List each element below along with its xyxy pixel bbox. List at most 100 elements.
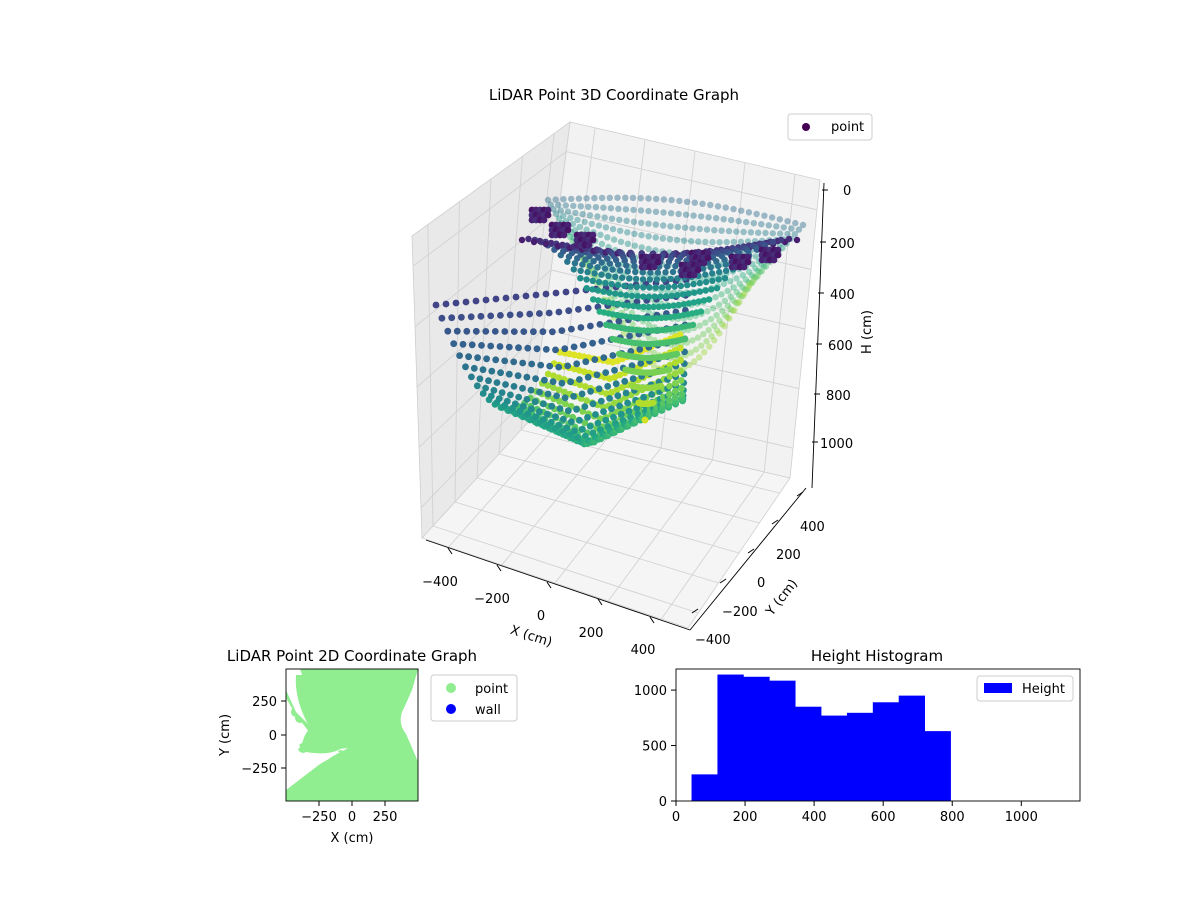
cloud-point <box>597 397 605 405</box>
cloud-point <box>689 225 696 232</box>
cloud-point <box>774 246 782 254</box>
cloud-point <box>660 222 667 229</box>
cloud-point <box>566 233 574 241</box>
cloud-point <box>612 380 620 388</box>
cloud-point <box>667 223 674 230</box>
cloud-point <box>690 280 697 288</box>
cloud-point <box>581 218 588 226</box>
z-tick-label: 1000 <box>820 437 853 452</box>
cloud-point <box>678 384 685 392</box>
cloud-point <box>473 382 481 390</box>
cloud-point <box>721 311 729 319</box>
cloud-point <box>721 322 728 330</box>
cloud-point <box>671 359 679 367</box>
cloud-point <box>582 358 590 366</box>
cloud-point <box>583 276 590 283</box>
cloud-point <box>584 268 591 276</box>
cloud-point <box>728 216 735 224</box>
cloud-point <box>754 272 761 279</box>
cloud-point <box>536 310 543 317</box>
cloud-point <box>718 227 725 234</box>
chart-2d-title: LiDAR Point 2D Coordinate Graph <box>227 647 477 665</box>
cloud-point <box>458 313 465 321</box>
cloud-point <box>545 309 553 317</box>
cloud-point <box>462 298 470 306</box>
cloud-point <box>742 276 749 283</box>
cloud-point <box>652 284 659 291</box>
cloud-point <box>645 293 653 300</box>
cloud-point <box>755 229 762 236</box>
cloud-point <box>640 393 647 401</box>
cloud-point <box>762 229 769 237</box>
cloud-point <box>617 238 625 245</box>
cloud-point <box>680 301 687 308</box>
cloud-point <box>583 397 590 404</box>
cloud-point <box>793 236 801 244</box>
cloud-point <box>502 294 510 302</box>
cloud-point <box>671 370 679 378</box>
cloud-point <box>609 352 617 359</box>
cloud-point <box>564 226 572 234</box>
cloud-point <box>555 201 562 209</box>
grid-line <box>712 162 746 461</box>
grid-line <box>416 269 552 388</box>
cloud-point <box>564 258 571 265</box>
legend-2d: point wall <box>430 674 518 722</box>
cloud-point <box>459 340 467 348</box>
cloud-point <box>747 280 754 287</box>
cloud-point <box>683 198 691 205</box>
cloud-point <box>673 350 681 358</box>
cloud-point <box>478 342 485 349</box>
cloud-point <box>546 362 554 370</box>
cloud-point <box>596 321 604 328</box>
y-axis-label: Y (cm) <box>763 577 801 620</box>
cloud-point <box>675 301 682 309</box>
cloud-point <box>547 239 555 247</box>
x-axis-line <box>425 539 691 631</box>
y2d-axis-label: Y (cm) <box>218 714 233 757</box>
cloud-point <box>524 344 532 352</box>
cloud-point <box>640 284 647 291</box>
cloud-point <box>727 278 734 285</box>
cloud-point <box>591 194 598 202</box>
cloud-point <box>713 215 720 222</box>
cloud-point <box>631 230 638 237</box>
cloud-point <box>650 362 658 369</box>
cloud-point <box>711 322 718 329</box>
cloud-point <box>611 366 618 374</box>
cloud-point <box>750 220 757 227</box>
cloud-point <box>482 384 489 392</box>
cloud-point <box>526 310 534 318</box>
legend-3d-marker <box>802 123 810 131</box>
histogram-bar <box>795 706 822 801</box>
cloud-point <box>597 231 604 238</box>
cloud-point <box>707 316 715 323</box>
cloud-point <box>505 370 513 378</box>
cloud-point <box>762 263 770 270</box>
cloud-point <box>667 275 674 283</box>
cloud-point <box>736 280 743 287</box>
chart-2d: LiDAR Point 2D Coordinate Graph −250 0 2… <box>218 647 518 846</box>
cloud-point <box>732 299 740 307</box>
histogram-bar <box>846 712 874 801</box>
cloud-point <box>754 267 762 275</box>
cloud-point <box>586 252 593 260</box>
cloud-point <box>544 211 552 219</box>
cloud-point <box>522 292 530 300</box>
cloud-point <box>606 194 613 201</box>
cloud-point <box>544 196 552 204</box>
cloud-point <box>666 382 673 390</box>
histogram-x-tick-label: 600 <box>871 810 896 825</box>
cloud-point <box>702 287 709 294</box>
histogram-frame <box>675 668 1081 802</box>
cloud-point <box>694 334 702 341</box>
cloud-point <box>571 427 578 435</box>
cloud-point <box>542 240 550 248</box>
cloud-point <box>590 258 597 265</box>
y-tick-label: −200 <box>722 605 758 620</box>
cloud-point <box>679 291 687 298</box>
z-tick-label: 400 <box>830 288 855 303</box>
cloud-point <box>558 379 566 387</box>
cloud-point <box>645 303 652 311</box>
cloud-point <box>600 298 607 305</box>
